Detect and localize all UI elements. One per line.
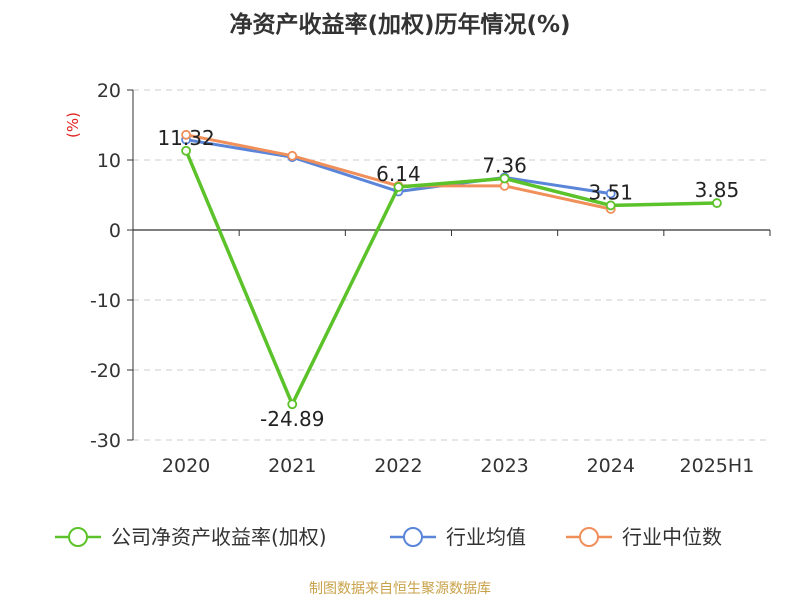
legend-marker-icon: [403, 527, 423, 547]
data-label: 3.51: [588, 180, 633, 204]
y-tick-label: -10: [90, 290, 121, 312]
chart-title: 净资产收益率(加权)历年情况(%): [229, 11, 570, 38]
data-point: [712, 198, 722, 208]
y-tick-label: 0: [109, 220, 121, 242]
legend-item-label: 行业均值: [446, 525, 526, 549]
y-axis-unit-label: (%): [64, 112, 82, 138]
data-label: -24.89: [260, 407, 324, 431]
data-point: [499, 173, 510, 184]
data-point: [287, 150, 298, 161]
y-tick-label: 10: [97, 150, 121, 172]
legend: 公司净资产收益率(加权) 行业均值 行业中位数: [55, 525, 722, 549]
y-tick-label: -30: [90, 430, 121, 452]
source-note: 制图数据来自恒生聚源数据库: [309, 581, 491, 597]
x-tick-label: 2024: [587, 455, 635, 477]
x-tick-label: 2022: [374, 455, 422, 477]
data-point: [605, 200, 616, 211]
legend-marker-icon: [579, 527, 599, 547]
data-label-layer: 11.32 -24.89 6.14 7.36 3.51 3.85: [157, 126, 739, 431]
x-tick-label: 2020: [162, 455, 210, 477]
data-label: 6.14: [376, 162, 421, 186]
legend-marker-icon: [68, 527, 88, 547]
x-tick-label: 2023: [480, 455, 528, 477]
data-point: [181, 145, 191, 156]
y-tick-label: 20: [97, 80, 121, 102]
x-tick-label: 2025H1: [680, 455, 755, 477]
series-line: [184, 150, 717, 406]
data-label: 3.85: [695, 178, 740, 202]
axis-layer: 20 10 0 -10 -20 -30 2020 2021 2022 2023 2024 2025H1: [90, 80, 771, 477]
data-label: 7.36: [482, 153, 527, 177]
data-point: [605, 188, 616, 199]
data-point: [287, 399, 298, 410]
y-tick-label: -20: [90, 360, 121, 382]
data-point: [393, 182, 404, 192]
x-tick-label: 2021: [268, 455, 316, 477]
grid-layer: [133, 89, 770, 441]
data-point: [181, 129, 191, 140]
legend-item-label: 公司净资产收益率(加权): [111, 525, 327, 549]
data-label: 11.32: [157, 126, 214, 150]
legend-item-label: 行业中位数: [622, 525, 722, 549]
series-layer: [181, 129, 722, 410]
